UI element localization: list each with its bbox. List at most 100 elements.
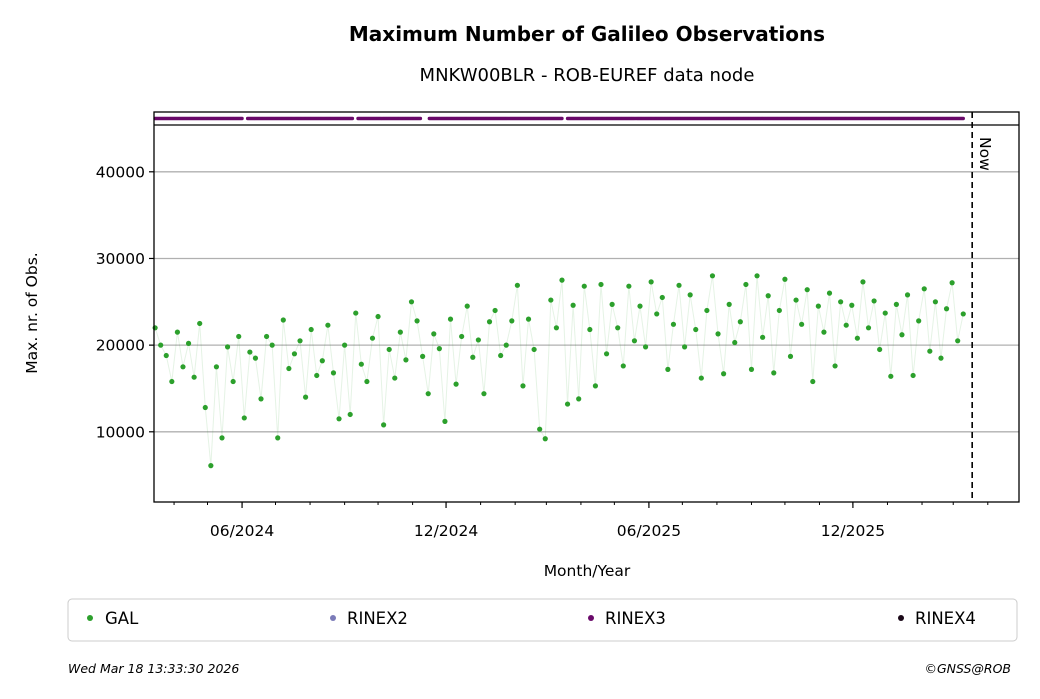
gal-data-point (799, 321, 805, 327)
gal-data-point (336, 416, 342, 422)
gal-data-point (447, 316, 454, 322)
gal-data-point (241, 415, 247, 421)
gal-data-point (358, 361, 364, 367)
chart-subtitle: MNKW00BLR - ROB-EUREF data node (420, 65, 755, 86)
x-tick-label: 12/2025 (821, 522, 885, 540)
gal-data-point (559, 277, 565, 283)
gal-data-point (681, 344, 688, 350)
gal-data-point (726, 301, 732, 307)
gal-data-point (425, 391, 431, 397)
gal-data-point (381, 422, 387, 428)
gal-data-point (464, 303, 470, 309)
gal-data-point (230, 378, 236, 385)
gal-data-point (760, 334, 766, 340)
x-axis-label: Month/Year (544, 562, 631, 580)
gal-data-point (838, 299, 844, 305)
legend-label-rinex3: RINEX3 (605, 609, 666, 628)
gal-data-point (431, 331, 437, 337)
gal-data-point (453, 381, 459, 387)
gal-data-point (258, 396, 264, 402)
gal-data-point (938, 355, 944, 361)
gal-data-point (280, 317, 286, 323)
gal-data-point (648, 279, 654, 285)
gal-data-point (821, 329, 827, 335)
gal-data-point (158, 342, 164, 348)
gal-data-point (843, 322, 849, 328)
y-tick-label: 40000 (96, 163, 145, 181)
gal-data-point (503, 342, 509, 348)
x-axis-ticks: 06/2024 12/2024 06/2025 12/2025 (173, 502, 989, 540)
gal-data-point (743, 281, 749, 288)
gal-data-point (342, 342, 348, 348)
gal-data-point (637, 303, 643, 309)
gal-data-point (269, 342, 275, 348)
gal-data-point (213, 364, 220, 370)
gal-data-point (308, 326, 314, 333)
x-tick-label: 12/2024 (414, 522, 478, 540)
gal-data-point (949, 280, 955, 286)
legend-marker-rinex2 (330, 615, 336, 621)
gal-data-point (921, 286, 927, 292)
gal-data-point (353, 310, 359, 316)
gal-data-point (386, 346, 392, 353)
gal-data-point (603, 351, 610, 357)
x-tick-label: 06/2025 (617, 522, 681, 540)
gal-data-point (537, 426, 543, 432)
gal-data-point (670, 321, 677, 327)
gal-data-point (793, 297, 799, 303)
gal-data-point (481, 391, 487, 397)
gal-data-point (486, 319, 493, 325)
gal-data-point (804, 287, 810, 293)
gal-data-point (943, 306, 950, 312)
gal-data-point (721, 371, 727, 377)
gal-data-point (498, 352, 504, 359)
gal-data-point (202, 404, 208, 411)
gal-data-point (475, 337, 481, 343)
gal-data-point (754, 273, 760, 279)
gal-data-point (302, 394, 309, 400)
gal-data-point (564, 401, 571, 407)
gal-data-point (414, 318, 420, 324)
gal-data-point (899, 332, 905, 338)
gal-data-point (542, 436, 548, 442)
gal-data-point (849, 302, 855, 308)
gal-data-point (665, 366, 671, 372)
gal-data-point (882, 310, 888, 316)
legend-marker-rinex3 (588, 615, 594, 621)
gal-data-point (252, 355, 259, 361)
gal-data-point (347, 411, 353, 418)
gal-data-point (698, 375, 704, 381)
gal-data-point (687, 292, 693, 298)
gal-data-point (620, 363, 626, 369)
gal-data-point (576, 396, 582, 402)
gal-data-point (470, 354, 476, 360)
gal-data-point (275, 435, 281, 441)
gal-data-point (297, 338, 303, 344)
gal-data-point (860, 279, 866, 285)
gal-data-point (263, 333, 270, 340)
gal-data-point (737, 319, 743, 325)
y-axis-ticks: 10000 20000 30000 40000 (96, 163, 154, 441)
gal-data-point (219, 435, 225, 441)
gal-data-point (932, 299, 938, 305)
gal-data-point (403, 357, 409, 363)
gal-data-point (888, 373, 894, 379)
grid-lines (154, 171, 1019, 433)
gal-data-point (815, 303, 821, 309)
gal-data-point (319, 358, 325, 364)
gal-data-point (174, 329, 181, 335)
legend-marker-rinex4 (898, 615, 904, 621)
gal-data-point (191, 374, 197, 380)
gal-data-point (782, 276, 788, 282)
footer-copyright: ©GNSS@ROB (924, 661, 1011, 676)
gal-data-point (676, 282, 682, 288)
chart-title: Maximum Number of Galileo Observations (349, 22, 825, 46)
gal-data-point (369, 335, 376, 341)
gal-data-point (180, 364, 186, 370)
gal-data-point (553, 325, 560, 331)
gal-data-point (877, 346, 883, 353)
gal-data-point (247, 349, 253, 355)
legend-marker-gal (87, 615, 93, 621)
gal-connector-line (154, 275, 964, 466)
gal-data-point (631, 338, 638, 344)
